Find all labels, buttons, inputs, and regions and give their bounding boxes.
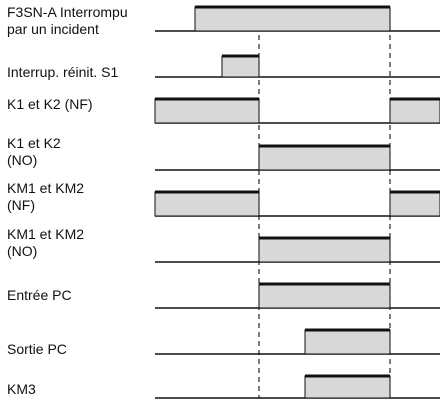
signal-pulse-on bbox=[154, 191, 260, 217]
signal-pulse-on bbox=[389, 191, 440, 217]
signal-row: Entrée PC bbox=[7, 282, 440, 309]
signal-pulse-on bbox=[194, 6, 391, 32]
signal-row: KM1 et KM2 (NF) bbox=[7, 180, 440, 217]
signal-label-line: K1 et K2 (NF) bbox=[7, 96, 93, 112]
signal-pulse-on bbox=[258, 237, 391, 263]
signal-row: Sortie PC bbox=[7, 328, 440, 357]
signal-pulse-on bbox=[221, 55, 260, 78]
signal-pulse-on bbox=[258, 145, 391, 171]
signal-label-line: par un incident bbox=[7, 21, 99, 37]
signal-label: KM1 et KM2 (NF) bbox=[7, 180, 84, 213]
signal-pulse-on bbox=[154, 98, 260, 124]
signal-label-line: Sortie PC bbox=[7, 341, 67, 357]
signal-pulse-on bbox=[304, 329, 391, 355]
signal-label-line: (NO) bbox=[7, 243, 37, 259]
signal-label-line: Entrée PC bbox=[7, 287, 72, 303]
signal-pulse-on bbox=[304, 375, 391, 399]
signal-row: KM3 bbox=[7, 374, 440, 399]
signal-label-line: K1 et K2 bbox=[7, 135, 61, 151]
signal-label-line: Interrup. réinit. S1 bbox=[7, 64, 118, 80]
signal-label-line: (NF) bbox=[7, 197, 35, 213]
signal-row: KM1 et KM2 (NO) bbox=[7, 226, 440, 263]
signal-label: K1 et K2 (NO) bbox=[7, 135, 61, 168]
signal-label-line: KM1 et KM2 bbox=[7, 180, 84, 196]
signal-pulse-on bbox=[258, 283, 391, 309]
signal-label: KM1 et KM2 (NO) bbox=[7, 226, 84, 259]
signal-label: KM3 bbox=[7, 381, 36, 397]
signal-label-line: (NO) bbox=[7, 152, 37, 168]
signal-label-line: F3SN-A Interrompu bbox=[7, 4, 128, 20]
signal-label: K1 et K2 (NF) bbox=[7, 96, 93, 112]
signal-label: Interrup. réinit. S1 bbox=[7, 64, 118, 80]
signal-row: Interrup. réinit. S1 bbox=[7, 54, 440, 80]
signal-label: Sortie PC bbox=[7, 341, 67, 357]
signal-label: F3SN-A Interrompu par un incident bbox=[7, 4, 128, 37]
signal-label: Entrée PC bbox=[7, 287, 72, 303]
signal-row: K1 et K2 (NO) bbox=[7, 135, 440, 171]
signal-row: F3SN-A Interrompu par un incident bbox=[7, 4, 440, 37]
signal-row: K1 et K2 (NF) bbox=[7, 96, 440, 124]
signal-label-line: KM1 et KM2 bbox=[7, 226, 84, 242]
signal-label-line: KM3 bbox=[7, 381, 36, 397]
signal-pulse-on bbox=[389, 98, 440, 124]
